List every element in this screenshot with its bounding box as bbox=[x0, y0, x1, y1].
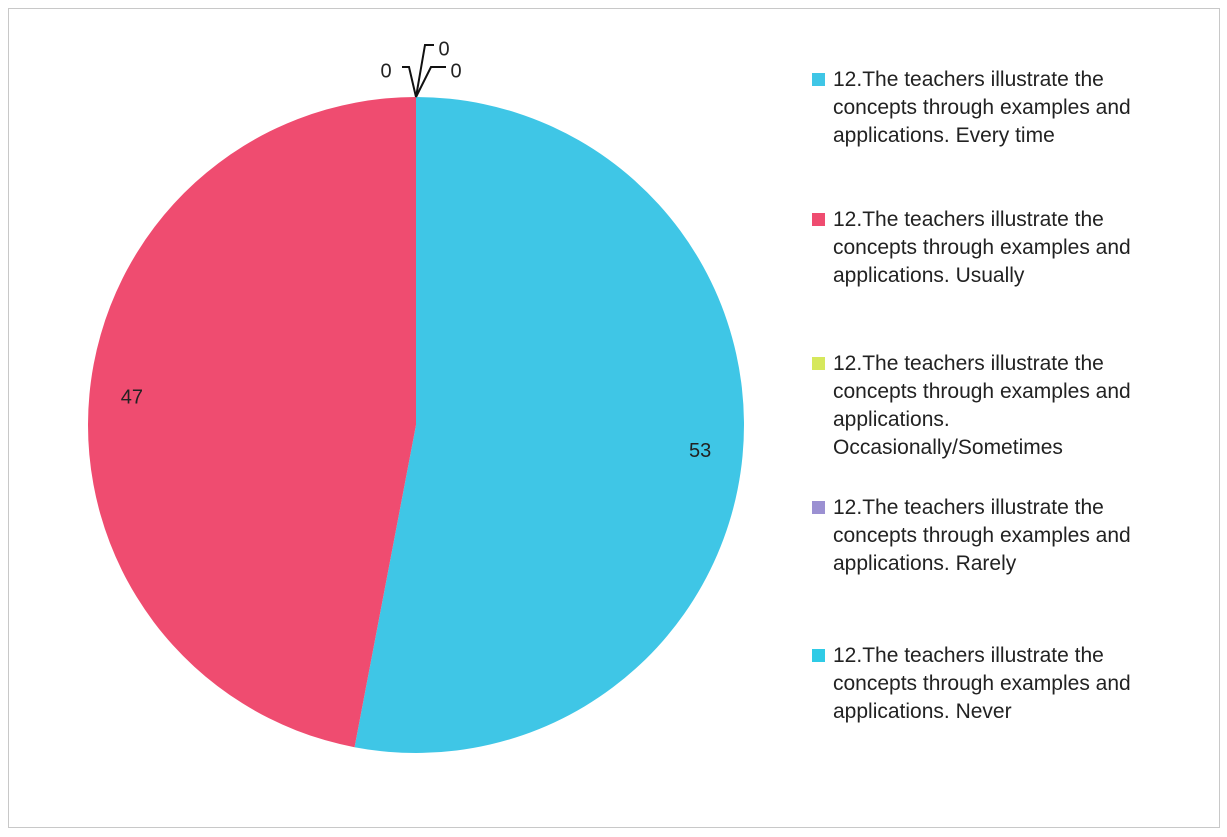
legend-swatch bbox=[812, 649, 825, 662]
legend-swatch bbox=[812, 213, 825, 226]
legend-label: 12.The teachers illustrate the concepts … bbox=[833, 644, 1131, 723]
legend-label: 12.The teachers illustrate the concepts … bbox=[833, 352, 1131, 459]
data-label: 53 bbox=[689, 440, 711, 462]
legend-label: 12.The teachers illustrate the concepts … bbox=[833, 68, 1131, 147]
legend-swatch bbox=[812, 357, 825, 370]
leader-line bbox=[415, 66, 446, 98]
leader-line bbox=[402, 66, 417, 98]
leader-line bbox=[415, 44, 434, 98]
legend-label: 12.The teachers illustrate the concepts … bbox=[833, 496, 1131, 575]
data-label: 0 bbox=[450, 60, 461, 82]
legend-item: 12.The teachers illustrate the concepts … bbox=[812, 66, 1202, 150]
legend-item: 12.The teachers illustrate the concepts … bbox=[812, 642, 1202, 726]
pie-slice bbox=[354, 97, 744, 753]
legend-item: 12.The teachers illustrate the concepts … bbox=[812, 494, 1202, 578]
legend-swatch bbox=[812, 73, 825, 86]
pie-slice bbox=[87, 97, 416, 748]
data-label: 0 bbox=[380, 60, 391, 82]
legend-label: 12.The teachers illustrate the concepts … bbox=[833, 208, 1131, 287]
data-label: 47 bbox=[121, 386, 143, 408]
legend-swatch bbox=[812, 501, 825, 514]
chart-frame bbox=[8, 8, 1220, 828]
legend-item: 12.The teachers illustrate the concepts … bbox=[812, 206, 1202, 290]
legend-item: 12.The teachers illustrate the concepts … bbox=[812, 350, 1202, 462]
data-label: 0 bbox=[438, 38, 449, 60]
